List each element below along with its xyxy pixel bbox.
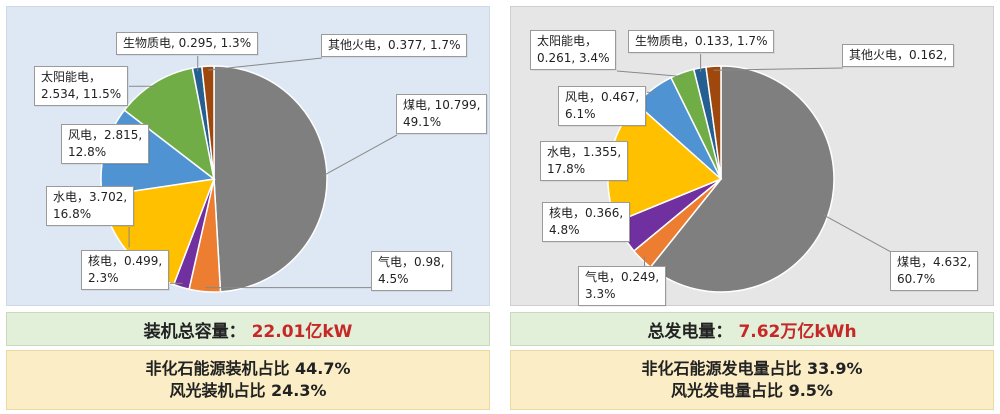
generation-data-label-line1: 太阳能电， <box>537 34 598 48</box>
capacity-slice-7 <box>201 65 215 180</box>
generation-nonfossil-ratio: 非化石能源发电量占比 33.9% <box>641 359 863 378</box>
generation-leader-line <box>823 214 892 253</box>
capacity-ratio-box: 非化石能源装机占比 44.7% 风光装机占比 24.3% <box>6 350 490 410</box>
generation-data-label-line2: 17.8% <box>547 162 586 176</box>
capacity-data-label-line1: 生物质电, 0.295, 1.3% <box>123 36 252 50</box>
capacity-data-label: 水电，3.702, 16.8% <box>46 186 135 226</box>
capacity-slice-0 <box>213 65 328 293</box>
generation-panel: 总发电量： 7.62万亿kWh 非化石能源发电量占比 33.9% 风光发电量占比… <box>510 6 994 410</box>
generation-data-label-line2: 4.8% <box>549 223 580 237</box>
capacity-data-label: 煤电, 10.799, 49.1% <box>396 94 488 134</box>
capacity-slice-5 <box>123 67 216 181</box>
capacity-data-label-line2: 16.8% <box>53 207 92 221</box>
capacity-leader-line <box>322 134 398 177</box>
generation-data-label-line2: 0.261, 3.4% <box>537 51 610 65</box>
capacity-data-label-line1: 风电，2.815, <box>68 128 143 142</box>
generation-data-label: 核电，0.366, 4.8% <box>542 202 631 242</box>
capacity-data-label: 核电，0.499, 2.3% <box>81 250 170 290</box>
generation-data-label: 生物质电，0.133, 1.7% <box>628 30 775 53</box>
generation-data-label-line2: 3.3% <box>585 287 616 301</box>
capacity-data-label-line2: 2.3% <box>88 271 119 285</box>
generation-total-bar: 总发电量： 7.62万亿kWh <box>510 312 994 346</box>
generation-data-label-line1: 风电，0.467, <box>565 90 640 104</box>
capacity-data-label: 气电，0.98, 4.5% <box>371 251 452 291</box>
generation-leader-line <box>713 67 844 71</box>
capacity-data-label-line1: 其他火电，0.377, 1.7% <box>328 38 461 52</box>
capacity-data-label-line1: 煤电, 10.799, <box>403 98 481 112</box>
capacity-data-label: 太阳能电， 2.534, 11.5% <box>34 66 129 106</box>
capacity-wind-solar-ratio: 风光装机占比 24.3% <box>169 381 327 400</box>
generation-data-label: 煤电，4.632, 60.7% <box>890 251 979 291</box>
generation-data-label: 风电，0.467, 6.1% <box>558 86 647 126</box>
capacity-data-label: 风电，2.815, 12.8% <box>61 124 150 164</box>
generation-data-label: 其他火电，0.162, <box>842 44 955 67</box>
capacity-total-bar: 装机总容量： 22.01亿kW <box>6 312 490 346</box>
capacity-total-value: 22.01亿kW <box>251 321 353 342</box>
capacity-nonfossil-ratio: 非化石能源装机占比 44.7% <box>145 359 351 378</box>
generation-total-value: 7.62万亿kWh <box>738 321 857 342</box>
generation-data-label-line1: 气电，0.249, <box>585 270 660 284</box>
capacity-data-label-line2: 49.1% <box>403 115 442 129</box>
capacity-data-label-line1: 水电，3.702, <box>53 190 128 204</box>
generation-slice-0 <box>649 65 835 293</box>
capacity-data-label-line1: 核电，0.499, <box>88 254 163 268</box>
generation-pie-chart <box>607 54 892 293</box>
capacity-data-label-line2: 12.8% <box>68 145 107 159</box>
generation-slice-7 <box>705 65 722 180</box>
capacity-total-label: 装机总容量： <box>143 321 246 342</box>
generation-data-label: 水电，1.355, 17.8% <box>540 141 629 181</box>
generation-data-label-line2: 6.1% <box>565 107 596 121</box>
generation-data-label: 气电，0.249, 3.3% <box>578 266 667 306</box>
generation-data-label-line1: 其他火电，0.162, <box>849 48 948 62</box>
capacity-data-label-line1: 太阳能电， <box>41 70 102 84</box>
capacity-data-label: 生物质电, 0.295, 1.3% <box>116 32 259 55</box>
capacity-data-label-line2: 4.5% <box>378 272 409 286</box>
capacity-leader-line <box>208 57 323 71</box>
generation-data-label-line1: 核电，0.366, <box>549 206 624 220</box>
generation-data-label-line1: 生物质电，0.133, 1.7% <box>635 34 768 48</box>
capacity-data-label-line1: 气电，0.98, <box>378 255 445 269</box>
generation-leader-line <box>616 70 684 78</box>
generation-ratio-box: 非化石能源发电量占比 33.9% 风光发电量占比 9.5% <box>510 350 994 410</box>
capacity-data-label-line2: 2.534, 11.5% <box>41 87 122 101</box>
generation-data-label-line1: 煤电，4.632, <box>897 255 972 269</box>
generation-wind-solar-ratio: 风光发电量占比 9.5% <box>671 381 833 400</box>
generation-data-label-line1: 水电，1.355, <box>547 145 622 159</box>
generation-data-label: 太阳能电， 0.261, 3.4% <box>530 30 617 70</box>
installed-capacity-panel: 装机总容量： 22.01亿kW 非化石能源装机占比 44.7% 风光装机占比 2… <box>6 6 490 410</box>
capacity-data-label: 其他火电，0.377, 1.7% <box>321 34 468 57</box>
generation-total-label: 总发电量： <box>647 321 733 342</box>
generation-data-label-line2: 60.7% <box>897 272 936 286</box>
